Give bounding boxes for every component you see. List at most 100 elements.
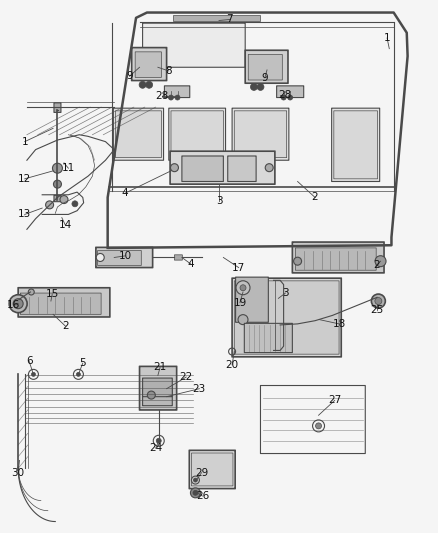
Text: 8: 8 xyxy=(166,66,172,76)
Circle shape xyxy=(191,488,201,498)
FancyBboxPatch shape xyxy=(116,111,161,158)
FancyBboxPatch shape xyxy=(244,324,292,352)
Text: 20: 20 xyxy=(226,360,239,370)
Circle shape xyxy=(96,254,104,262)
Circle shape xyxy=(240,285,246,290)
Circle shape xyxy=(13,298,23,309)
FancyBboxPatch shape xyxy=(334,111,378,179)
Text: 9: 9 xyxy=(261,73,268,83)
Text: 16: 16 xyxy=(7,300,21,310)
Text: 24: 24 xyxy=(149,443,162,453)
FancyBboxPatch shape xyxy=(135,52,161,77)
Circle shape xyxy=(72,201,78,207)
Text: 18: 18 xyxy=(332,319,346,329)
Text: 3: 3 xyxy=(215,196,223,206)
FancyBboxPatch shape xyxy=(113,108,163,160)
Circle shape xyxy=(288,95,293,100)
FancyBboxPatch shape xyxy=(191,453,233,486)
FancyBboxPatch shape xyxy=(96,247,152,268)
FancyBboxPatch shape xyxy=(169,108,226,160)
Circle shape xyxy=(60,196,68,204)
Circle shape xyxy=(156,438,161,443)
Text: 13: 13 xyxy=(18,209,32,220)
FancyBboxPatch shape xyxy=(98,251,141,265)
Circle shape xyxy=(251,84,258,91)
Text: 10: 10 xyxy=(119,251,132,261)
Text: 12: 12 xyxy=(18,174,32,184)
FancyBboxPatch shape xyxy=(277,86,304,98)
Circle shape xyxy=(53,180,61,188)
Text: 5: 5 xyxy=(79,358,86,368)
Text: 21: 21 xyxy=(153,362,167,373)
Text: 4: 4 xyxy=(122,188,128,198)
Text: 3: 3 xyxy=(282,288,289,298)
FancyBboxPatch shape xyxy=(54,103,61,112)
Text: 22: 22 xyxy=(180,372,193,382)
Circle shape xyxy=(53,163,63,173)
FancyBboxPatch shape xyxy=(232,278,341,357)
Text: 15: 15 xyxy=(46,289,59,299)
Text: 26: 26 xyxy=(196,491,209,501)
Circle shape xyxy=(293,257,302,265)
FancyBboxPatch shape xyxy=(245,50,288,83)
FancyBboxPatch shape xyxy=(292,242,384,273)
FancyBboxPatch shape xyxy=(140,366,177,410)
Text: 2: 2 xyxy=(312,192,318,203)
Circle shape xyxy=(28,289,34,295)
Circle shape xyxy=(236,281,250,295)
Circle shape xyxy=(147,391,155,399)
FancyBboxPatch shape xyxy=(54,195,61,201)
Circle shape xyxy=(46,201,53,209)
Text: 19: 19 xyxy=(233,297,247,308)
Text: 11: 11 xyxy=(62,163,75,173)
Circle shape xyxy=(193,490,198,495)
FancyBboxPatch shape xyxy=(171,111,223,158)
Circle shape xyxy=(375,297,382,304)
FancyBboxPatch shape xyxy=(143,387,172,406)
Text: 1: 1 xyxy=(21,136,28,147)
Text: 2: 2 xyxy=(373,261,379,270)
Circle shape xyxy=(375,256,386,266)
FancyBboxPatch shape xyxy=(164,86,190,98)
Circle shape xyxy=(257,84,264,91)
Text: 27: 27 xyxy=(328,395,341,406)
Circle shape xyxy=(371,294,385,308)
FancyBboxPatch shape xyxy=(248,54,283,80)
Circle shape xyxy=(9,295,27,313)
FancyBboxPatch shape xyxy=(173,15,261,20)
FancyBboxPatch shape xyxy=(170,151,275,184)
Text: 17: 17 xyxy=(232,263,245,272)
Text: 30: 30 xyxy=(11,467,25,478)
Text: 29: 29 xyxy=(195,467,208,478)
Text: 6: 6 xyxy=(26,356,32,366)
Circle shape xyxy=(169,95,173,100)
Text: 23: 23 xyxy=(193,384,206,394)
Circle shape xyxy=(238,314,248,325)
Text: 4: 4 xyxy=(187,259,194,269)
FancyBboxPatch shape xyxy=(189,450,235,489)
FancyBboxPatch shape xyxy=(20,293,101,314)
FancyBboxPatch shape xyxy=(18,288,110,317)
FancyBboxPatch shape xyxy=(174,255,182,260)
Circle shape xyxy=(194,478,198,482)
Text: 25: 25 xyxy=(371,305,384,315)
Circle shape xyxy=(170,164,178,172)
Text: 7: 7 xyxy=(226,14,233,25)
FancyBboxPatch shape xyxy=(132,47,166,80)
FancyBboxPatch shape xyxy=(234,281,339,354)
Circle shape xyxy=(265,164,273,172)
Text: 1: 1 xyxy=(384,33,390,43)
Text: 28: 28 xyxy=(278,91,291,100)
FancyBboxPatch shape xyxy=(234,111,287,158)
Circle shape xyxy=(146,82,152,88)
Text: 28: 28 xyxy=(155,92,169,101)
Circle shape xyxy=(76,373,81,376)
Circle shape xyxy=(315,423,321,429)
FancyBboxPatch shape xyxy=(232,108,289,160)
Text: 9: 9 xyxy=(126,71,133,82)
Text: 14: 14 xyxy=(59,220,72,230)
FancyBboxPatch shape xyxy=(143,378,172,397)
Circle shape xyxy=(32,373,35,376)
Circle shape xyxy=(139,82,146,88)
Circle shape xyxy=(175,95,180,100)
